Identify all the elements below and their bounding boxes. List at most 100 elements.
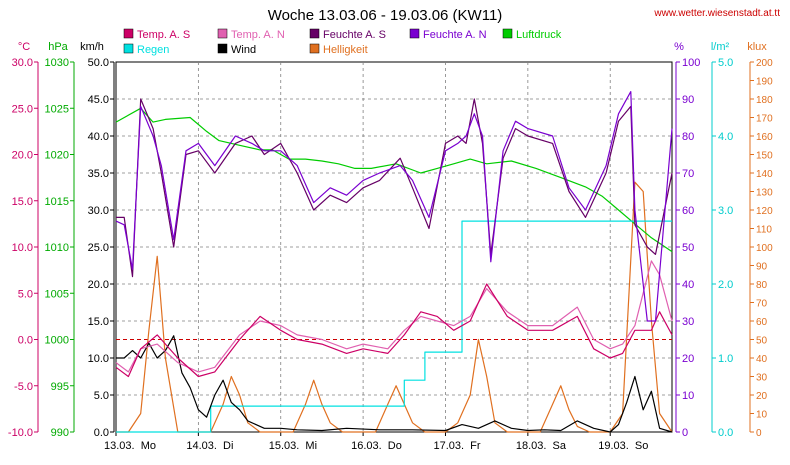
percent-axis-tick-label: 100 — [682, 57, 700, 69]
klux-axis-tick-label: 50 — [756, 336, 768, 347]
x-tick-label: 18.03. Sa — [516, 440, 567, 452]
x-tick-label: 16.03. Do — [351, 440, 402, 452]
klux-axis-tick-label: 10 — [756, 410, 768, 421]
rain-unit-label: l/m² — [711, 41, 730, 53]
celsius-unit-label: °C — [18, 41, 30, 53]
kmh-unit-label: km/h — [80, 41, 104, 53]
x-tick-label: 19.03. So — [598, 440, 648, 452]
percent-axis-tick-label: 30 — [682, 316, 694, 328]
percent-axis-tick-label: 20 — [682, 353, 694, 365]
legend-swatch-regen — [123, 43, 134, 54]
percent-unit-label: % — [674, 41, 684, 53]
klux-axis-tick-label: 40 — [756, 354, 768, 365]
source-url: www.wetter.wiesenstadt.at.tt — [653, 8, 780, 19]
klux-axis-tick-label: 0 — [756, 428, 762, 439]
legend-swatch-luftdruck — [502, 28, 513, 39]
celsius-axis-tick-label: 25.0 — [12, 103, 33, 115]
x-tick-label: 13.03. Mo — [104, 440, 156, 452]
klux-axis-tick-label: 200 — [756, 58, 773, 69]
rain-axis-tick-label: 3.0 — [718, 205, 733, 217]
percent-axis-tick-label: 90 — [682, 94, 694, 106]
legend-label-regen: Regen — [137, 44, 169, 56]
rain-axis-tick-label: 0.0 — [718, 427, 733, 439]
hpa-axis-tick-label: 1030 — [45, 57, 69, 69]
celsius-axis-tick-label: 30.0 — [12, 57, 33, 69]
percent-axis-tick-label: 60 — [682, 205, 694, 217]
series-line-feuchte-n — [115, 90, 673, 322]
legend-swatch-feuchte-s — [309, 28, 320, 39]
hpa-axis-tick-label: 1020 — [45, 150, 69, 162]
klux-axis-tick-label: 120 — [756, 206, 773, 217]
rain-axis-tick-label: 5.0 — [718, 57, 733, 69]
kmh-axis-tick-label: 35.0 — [88, 168, 109, 180]
klux-axis-tick-label: 80 — [756, 280, 768, 291]
percent-axis-tick-label: 80 — [682, 131, 694, 143]
legend-label-temp-n: Temp. A. N — [231, 29, 285, 41]
kmh-axis-tick-label: 25.0 — [88, 242, 109, 254]
legend-label-wind: Wind — [231, 44, 256, 56]
klux-axis-tick-label: 110 — [756, 225, 772, 236]
percent-axis-tick-label: 50 — [682, 242, 694, 254]
klux-axis-tick-label: 180 — [756, 95, 773, 106]
klux-axis-tick-label: 70 — [756, 299, 768, 310]
legend-swatch-wind — [217, 43, 228, 54]
hpa-axis-tick-label: 995 — [51, 381, 69, 393]
series-line-regen — [116, 220, 672, 433]
legend-label-feuchte-n: Feuchte A. N — [423, 29, 487, 41]
kmh-axis-tick-label: 10.0 — [88, 353, 109, 365]
rain-axis-tick-label: 1.0 — [718, 353, 733, 365]
legend-label-luftdruck: Luftdruck — [516, 29, 562, 41]
series-line-luftdruck — [115, 107, 673, 253]
kmh-axis-tick-label: 30.0 — [88, 205, 109, 217]
legend-swatch-temp-n — [217, 28, 228, 39]
klux-axis-tick-label: 90 — [756, 262, 768, 273]
kmh-axis-tick-label: 15.0 — [88, 316, 109, 328]
klux-axis-tick-label: 130 — [756, 188, 773, 199]
percent-axis-tick-label: 40 — [682, 279, 694, 291]
legend-label-helligkeit: Helligkeit — [323, 44, 368, 56]
hpa-axis-tick-label: 1005 — [45, 288, 69, 300]
kmh-axis-tick-label: 20.0 — [88, 279, 109, 291]
klux-axis-tick-label: 140 — [756, 169, 773, 180]
hpa-unit-label: hPa — [48, 41, 68, 53]
klux-unit-label: klux — [747, 41, 767, 53]
celsius-axis-tick-label: 0.0 — [18, 335, 33, 347]
klux-axis-tick-label: 20 — [756, 391, 768, 402]
klux-axis-tick-label: 160 — [756, 132, 773, 143]
kmh-axis-tick-label: 40.0 — [88, 131, 109, 143]
klux-axis-tick-label: 170 — [756, 114, 773, 125]
legend-swatch-temp-s — [123, 28, 134, 39]
x-tick-label: 17.03. Fr — [433, 440, 480, 452]
legend-label-temp-s: Temp. A. S — [137, 29, 190, 41]
klux-axis-tick-label: 30 — [756, 373, 768, 384]
series-line-wind — [116, 335, 673, 433]
kmh-axis-tick-label: 5.0 — [94, 390, 109, 402]
klux-axis-tick-label: 190 — [756, 77, 773, 88]
klux-axis-tick-label: 100 — [756, 243, 773, 254]
kmh-axis-tick-label: 50.0 — [88, 57, 109, 69]
celsius-axis-tick-label: 20.0 — [12, 150, 33, 162]
hpa-axis-tick-label: 990 — [51, 427, 69, 439]
celsius-axis-tick-label: 10.0 — [12, 242, 33, 254]
hpa-axis-tick-label: 1000 — [45, 335, 69, 347]
hpa-axis-tick-label: 1010 — [45, 242, 69, 254]
klux-axis-tick-label: 60 — [756, 317, 768, 328]
rain-axis-tick-label: 2.0 — [718, 279, 733, 291]
legend-swatch-feuchte-n — [409, 28, 420, 39]
chart-title: Woche 13.03.06 - 19.03.06 (KW11) — [268, 7, 503, 24]
kmh-axis-tick-label: 45.0 — [88, 94, 109, 106]
percent-axis-tick-label: 10 — [682, 390, 694, 402]
celsius-axis-tick-label: -5.0 — [14, 381, 33, 393]
klux-axis-tick-label: 150 — [756, 151, 773, 162]
percent-axis-tick-label: 70 — [682, 168, 694, 180]
x-tick-label: 15.03. Mi — [269, 440, 317, 452]
celsius-axis-tick-label: 15.0 — [12, 196, 33, 208]
x-tick-label: 14.03. Di — [186, 440, 233, 452]
hpa-axis-tick-label: 1015 — [45, 196, 69, 208]
legend-label-feuchte-s: Feuchte A. S — [323, 29, 386, 41]
legend-swatch-helligkeit — [309, 43, 320, 54]
celsius-axis-tick-label: -10.0 — [8, 427, 33, 439]
series-line-temp-s — [115, 283, 673, 378]
